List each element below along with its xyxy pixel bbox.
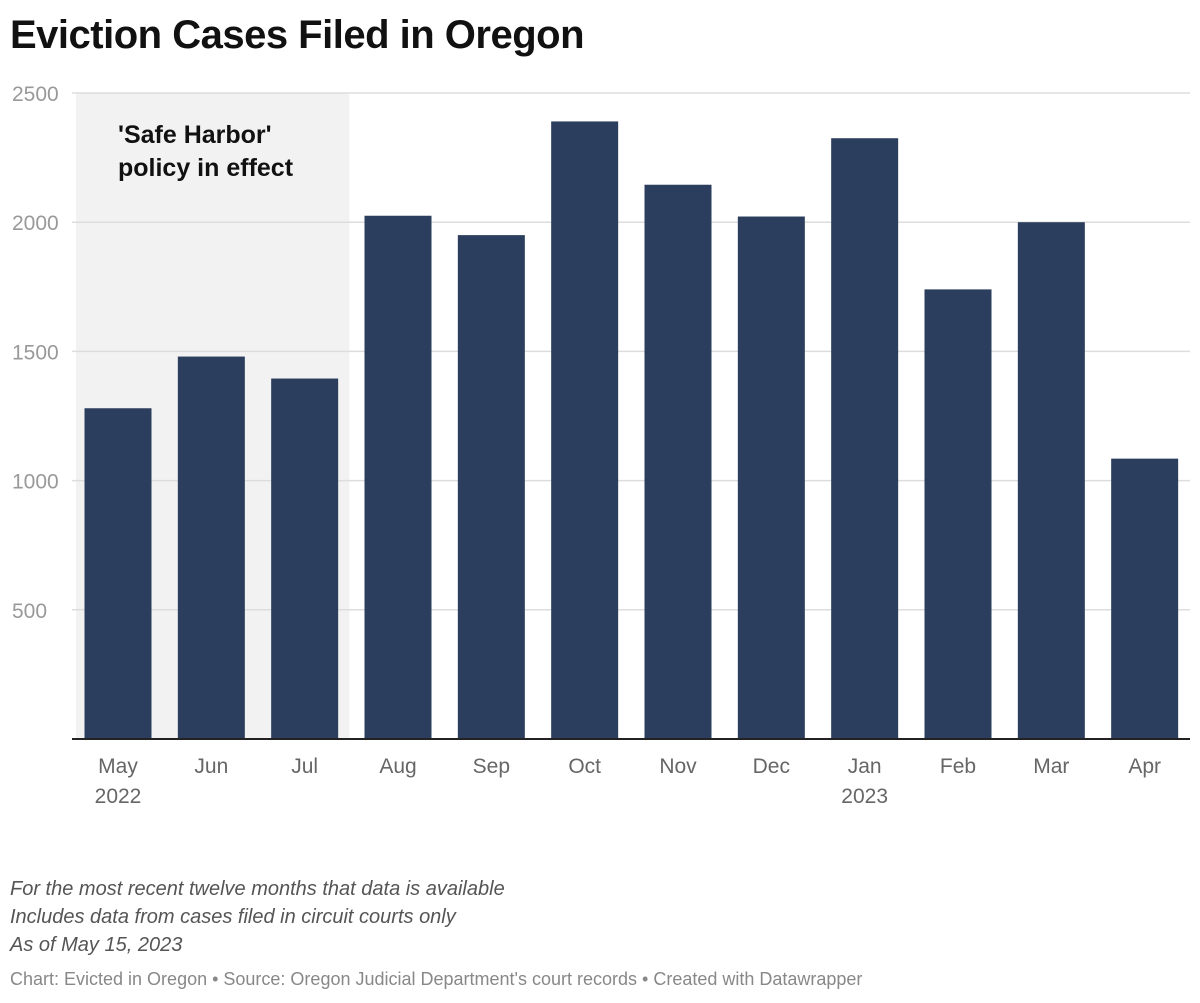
bar <box>84 408 152 739</box>
x-tick-sublabel: 2023 <box>841 785 888 808</box>
x-tick-sublabel: 2022 <box>95 785 142 808</box>
bar <box>364 215 432 740</box>
y-tick-label: 500 <box>12 600 47 623</box>
x-tick-label: Apr <box>1128 755 1161 778</box>
x-tick-label: Sep <box>473 755 510 778</box>
x-tick-label: Nov <box>659 755 697 778</box>
bar <box>1111 458 1179 739</box>
bar <box>831 138 899 740</box>
y-tick-label: 1500 <box>12 341 59 364</box>
y-tick-label: 2500 <box>12 83 59 106</box>
bar <box>177 356 245 739</box>
shaded-region-label: 'Safe Harbor' <box>118 121 272 149</box>
x-tick-label: Jan <box>848 755 882 778</box>
chart-credit: Chart: Evicted in Oregon • Source: Orego… <box>10 969 863 989</box>
bar <box>271 378 339 739</box>
x-tick-label: Jun <box>194 755 228 778</box>
note-line: As of May 15, 2023 <box>10 934 183 956</box>
x-tick-label: Dec <box>753 755 790 778</box>
chart-notes: For the most recent twelve months that d… <box>10 875 505 959</box>
x-tick-label: Feb <box>940 755 976 778</box>
x-tick-label: Jul <box>291 755 318 778</box>
bar <box>457 235 525 739</box>
note-line: Includes data from cases filed in circui… <box>10 906 456 928</box>
y-tick-label: 2000 <box>12 212 59 235</box>
bar <box>644 184 712 739</box>
note-line: For the most recent twelve months that d… <box>10 878 505 900</box>
bar <box>737 216 805 739</box>
bar <box>551 121 619 739</box>
x-tick-label: Mar <box>1033 755 1069 778</box>
x-tick-label: Aug <box>379 755 416 778</box>
bar <box>1017 222 1085 739</box>
y-tick-label: 1000 <box>12 471 59 494</box>
bar <box>924 289 992 739</box>
x-tick-label: Oct <box>568 755 601 778</box>
chart-title: Eviction Cases Filed in Oregon <box>10 13 585 57</box>
shaded-region-label: policy in effect <box>118 154 294 182</box>
bar-chart: 'Safe Harbor' policy in effect 500 1000 1500… <box>12 83 1190 808</box>
x-tick-label: May <box>98 755 138 778</box>
